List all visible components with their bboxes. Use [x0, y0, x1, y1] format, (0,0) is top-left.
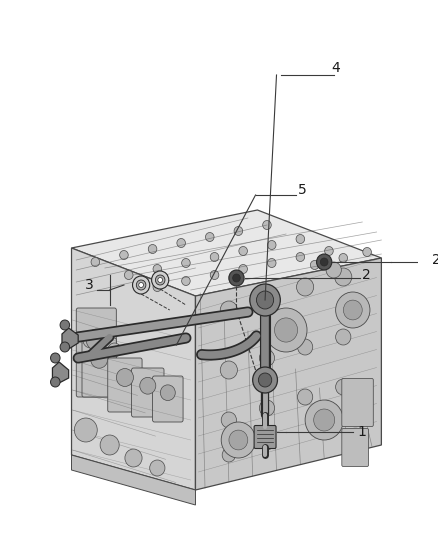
- Circle shape: [258, 289, 276, 307]
- Circle shape: [275, 318, 297, 342]
- Circle shape: [210, 271, 219, 279]
- Circle shape: [91, 350, 108, 368]
- Circle shape: [182, 259, 190, 268]
- Circle shape: [153, 264, 162, 273]
- Circle shape: [150, 460, 165, 476]
- Circle shape: [229, 270, 244, 286]
- Circle shape: [177, 238, 185, 247]
- Circle shape: [148, 245, 157, 254]
- Circle shape: [153, 282, 162, 292]
- Circle shape: [160, 385, 175, 400]
- Polygon shape: [71, 455, 195, 505]
- Circle shape: [205, 232, 214, 241]
- Circle shape: [317, 254, 332, 270]
- Circle shape: [229, 430, 248, 450]
- FancyBboxPatch shape: [152, 376, 183, 422]
- Polygon shape: [71, 248, 195, 490]
- Circle shape: [335, 268, 352, 286]
- FancyBboxPatch shape: [76, 308, 117, 397]
- Circle shape: [60, 320, 70, 330]
- Polygon shape: [195, 258, 381, 490]
- Text: 5: 5: [297, 183, 306, 197]
- Circle shape: [125, 449, 142, 467]
- Circle shape: [100, 435, 119, 455]
- Circle shape: [233, 274, 240, 282]
- Circle shape: [336, 292, 370, 328]
- Polygon shape: [62, 328, 78, 349]
- Circle shape: [339, 254, 347, 262]
- Circle shape: [253, 367, 277, 393]
- Circle shape: [133, 276, 150, 294]
- Circle shape: [139, 282, 144, 287]
- Circle shape: [268, 240, 276, 249]
- Circle shape: [220, 361, 237, 379]
- Circle shape: [336, 329, 351, 345]
- Circle shape: [158, 278, 162, 282]
- Circle shape: [152, 271, 169, 289]
- Circle shape: [220, 301, 237, 319]
- Text: 4: 4: [332, 61, 341, 75]
- Circle shape: [263, 221, 271, 230]
- Circle shape: [296, 235, 305, 244]
- Circle shape: [314, 409, 335, 431]
- Circle shape: [86, 329, 106, 350]
- Circle shape: [221, 412, 237, 428]
- Text: 3: 3: [85, 278, 93, 292]
- FancyBboxPatch shape: [342, 429, 368, 466]
- Circle shape: [91, 257, 99, 266]
- Circle shape: [74, 418, 97, 442]
- Circle shape: [120, 251, 128, 260]
- Text: 2: 2: [432, 253, 438, 267]
- Circle shape: [257, 291, 274, 309]
- Circle shape: [60, 342, 70, 352]
- Text: 2: 2: [362, 268, 371, 282]
- Circle shape: [268, 259, 276, 268]
- Circle shape: [117, 368, 134, 386]
- Circle shape: [108, 343, 121, 357]
- Circle shape: [325, 246, 333, 255]
- Circle shape: [140, 377, 156, 394]
- Circle shape: [50, 353, 60, 363]
- Circle shape: [258, 373, 272, 387]
- Circle shape: [336, 379, 351, 395]
- Circle shape: [320, 258, 328, 266]
- Circle shape: [234, 227, 243, 236]
- Polygon shape: [71, 210, 381, 296]
- FancyBboxPatch shape: [82, 338, 117, 397]
- Circle shape: [343, 300, 362, 320]
- Text: 1: 1: [357, 425, 367, 439]
- Circle shape: [136, 280, 146, 290]
- Circle shape: [182, 277, 190, 286]
- Polygon shape: [53, 362, 69, 383]
- Circle shape: [259, 350, 275, 366]
- Circle shape: [363, 247, 371, 256]
- FancyBboxPatch shape: [131, 368, 164, 417]
- Circle shape: [259, 400, 275, 416]
- Circle shape: [222, 448, 236, 462]
- Circle shape: [296, 253, 305, 262]
- FancyBboxPatch shape: [254, 425, 276, 448]
- Circle shape: [326, 262, 341, 278]
- Circle shape: [260, 436, 274, 450]
- Circle shape: [250, 284, 280, 316]
- Circle shape: [124, 271, 133, 279]
- Circle shape: [297, 389, 313, 405]
- Circle shape: [305, 400, 343, 440]
- Circle shape: [155, 275, 165, 285]
- Circle shape: [265, 308, 307, 352]
- FancyBboxPatch shape: [108, 358, 142, 412]
- Circle shape: [297, 339, 313, 355]
- Circle shape: [221, 422, 255, 458]
- Circle shape: [311, 261, 319, 270]
- Circle shape: [297, 278, 314, 296]
- FancyBboxPatch shape: [342, 378, 373, 426]
- Circle shape: [210, 253, 219, 262]
- Circle shape: [50, 377, 60, 387]
- Circle shape: [239, 264, 247, 273]
- Circle shape: [239, 246, 247, 255]
- Circle shape: [83, 332, 98, 348]
